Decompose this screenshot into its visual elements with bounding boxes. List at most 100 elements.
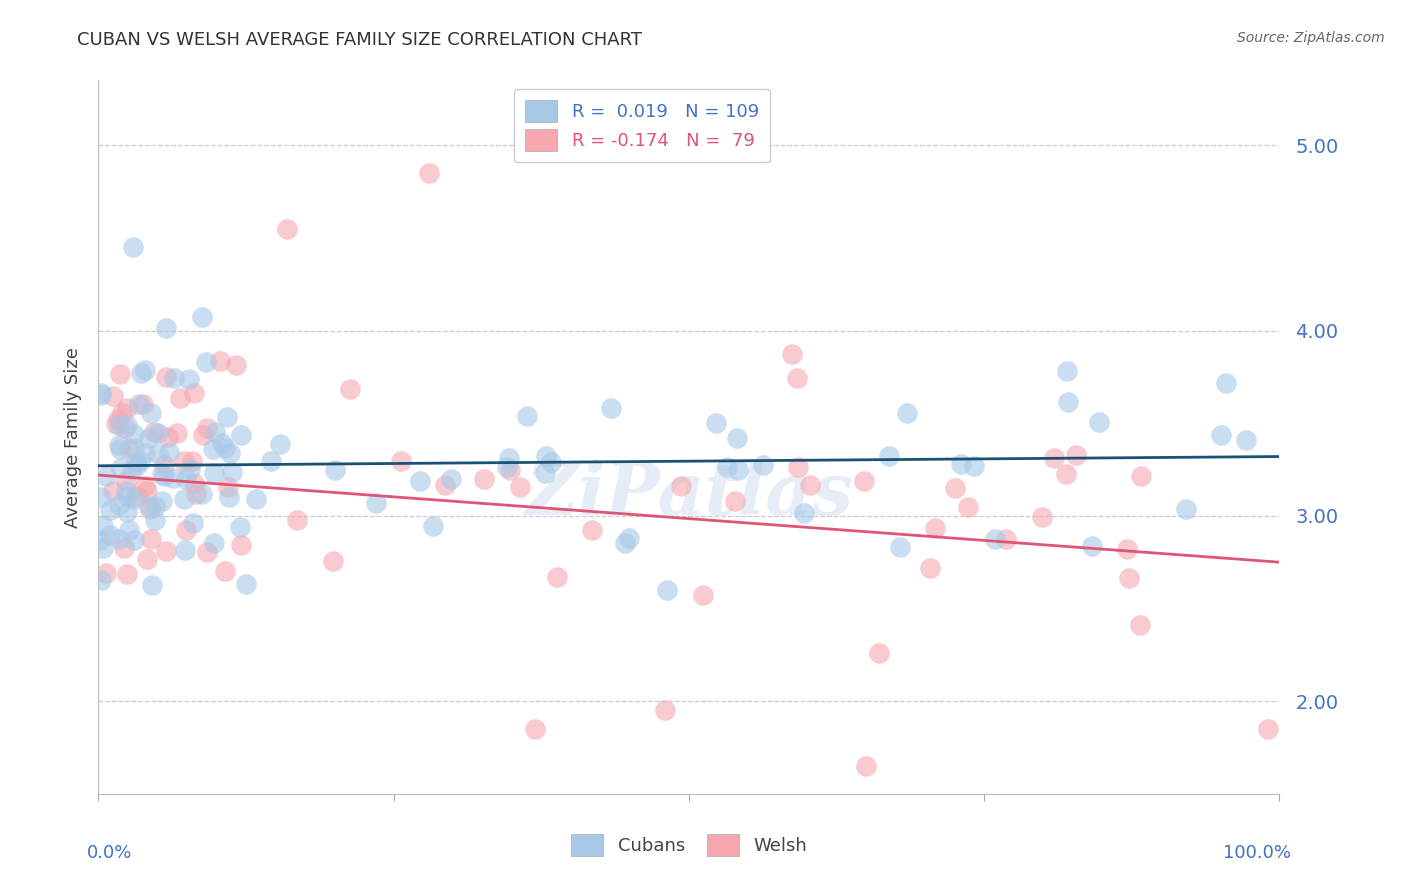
Point	[115, 489, 138, 503]
Point	[136, 552, 159, 566]
Point	[924, 521, 946, 535]
Point	[134, 446, 156, 460]
Point	[495, 459, 517, 474]
Point	[114, 421, 136, 435]
Point	[115, 475, 138, 489]
Point	[173, 543, 195, 558]
Point	[202, 442, 225, 457]
Point	[153, 468, 176, 483]
Point	[94, 469, 117, 483]
Point	[122, 533, 145, 547]
Point	[179, 462, 201, 476]
Point	[260, 454, 283, 468]
Point	[174, 472, 197, 486]
Point	[725, 432, 748, 446]
Point	[855, 759, 877, 773]
Point	[157, 445, 180, 459]
Point	[139, 406, 162, 420]
Point	[138, 431, 160, 445]
Point	[389, 453, 412, 467]
Point	[98, 503, 121, 517]
Point	[125, 454, 148, 468]
Point	[1064, 448, 1087, 462]
Y-axis label: Average Family Size: Average Family Size	[63, 347, 82, 527]
Point	[115, 483, 138, 498]
Point	[322, 554, 344, 568]
Text: 100.0%: 100.0%	[1223, 844, 1291, 862]
Point	[121, 462, 143, 476]
Point	[221, 465, 243, 479]
Point	[896, 406, 918, 420]
Point	[115, 418, 138, 433]
Point	[614, 536, 637, 550]
Point	[169, 391, 191, 405]
Point	[101, 484, 124, 499]
Point	[225, 358, 247, 372]
Point	[1118, 571, 1140, 585]
Point	[155, 321, 177, 335]
Point	[157, 430, 180, 444]
Point	[498, 451, 520, 466]
Point	[214, 565, 236, 579]
Point	[146, 425, 169, 440]
Point	[727, 463, 749, 477]
Point	[139, 501, 162, 516]
Point	[943, 481, 966, 495]
Point	[202, 466, 225, 480]
Point	[984, 532, 1007, 546]
Point	[153, 458, 176, 472]
Point	[91, 541, 114, 555]
Point	[269, 437, 291, 451]
Point	[409, 474, 432, 488]
Point	[152, 467, 174, 482]
Point	[127, 489, 149, 503]
Point	[1129, 618, 1152, 632]
Point	[793, 506, 815, 520]
Point	[90, 490, 112, 504]
Point	[434, 478, 457, 492]
Point	[654, 703, 676, 717]
Point	[229, 427, 252, 442]
Point	[692, 588, 714, 602]
Point	[107, 532, 129, 546]
Point	[540, 455, 562, 469]
Point	[1130, 468, 1153, 483]
Point	[122, 441, 145, 455]
Point	[162, 471, 184, 485]
Point	[155, 543, 177, 558]
Point	[1056, 467, 1078, 481]
Point	[143, 425, 166, 439]
Point	[134, 363, 156, 377]
Point	[418, 166, 440, 180]
Point	[110, 406, 132, 420]
Point	[1257, 722, 1279, 736]
Point	[96, 566, 118, 580]
Text: 0.0%: 0.0%	[87, 844, 132, 862]
Point	[366, 496, 388, 510]
Point	[780, 347, 803, 361]
Point	[787, 459, 810, 474]
Point	[155, 369, 177, 384]
Point	[581, 523, 603, 537]
Point	[339, 382, 361, 396]
Point	[1115, 542, 1137, 557]
Point	[204, 425, 226, 439]
Point	[1175, 501, 1198, 516]
Point	[179, 372, 201, 386]
Point	[472, 472, 495, 486]
Point	[104, 417, 127, 432]
Point	[191, 428, 214, 442]
Point	[141, 577, 163, 591]
Point	[115, 505, 138, 519]
Point	[136, 483, 159, 498]
Point	[108, 442, 131, 457]
Point	[202, 536, 225, 550]
Point	[117, 523, 139, 537]
Text: Source: ZipAtlas.com: Source: ZipAtlas.com	[1237, 31, 1385, 45]
Point	[124, 491, 146, 506]
Point	[195, 421, 218, 435]
Point	[214, 442, 236, 456]
Point	[208, 354, 231, 368]
Point	[1056, 364, 1078, 378]
Point	[325, 463, 347, 477]
